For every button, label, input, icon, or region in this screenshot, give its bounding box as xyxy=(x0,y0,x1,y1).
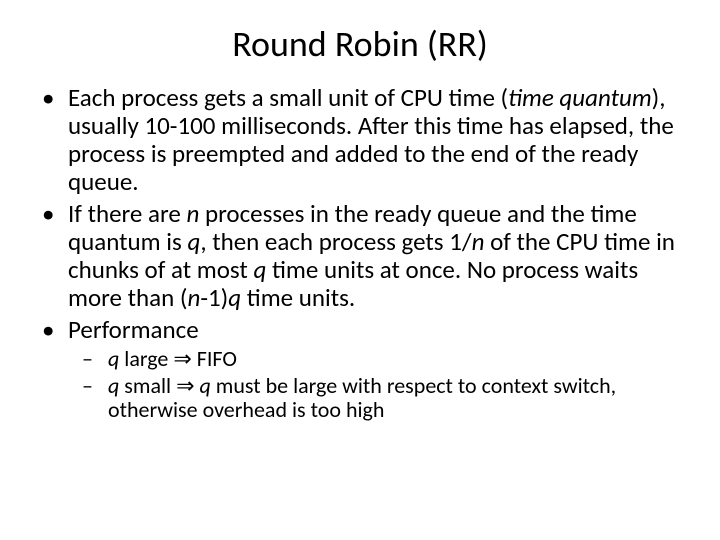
implies-icon: ⇒ xyxy=(173,346,191,371)
bullet-2-t3: , then each process gets 1/ xyxy=(200,226,471,257)
slide-title: Round Robin (RR) xyxy=(30,22,690,66)
sub-bullet-1: q large ⇒ FIFO xyxy=(102,347,690,372)
sub-bullet-list: q large ⇒ FIFO q small ⇒ q must be large… xyxy=(68,347,690,423)
bullet-2-i6: q xyxy=(228,282,241,313)
bullet-list: Each process gets a small unit of CPU ti… xyxy=(30,84,690,423)
bullet-1: Each process gets a small unit of CPU ti… xyxy=(60,84,690,196)
bullet-2-i3: n xyxy=(472,226,485,257)
sub1-t1: large xyxy=(119,345,173,372)
sub1-t2: FIFO xyxy=(192,345,237,372)
bullet-2-i4: q xyxy=(253,254,266,285)
bullet-2-i1: n xyxy=(186,198,199,229)
bullet-3-label: Performance xyxy=(68,314,199,345)
sub2-i1: q xyxy=(108,372,119,399)
bullet-2-i2: q xyxy=(187,226,200,257)
bullet-3: Performance q large ⇒ FIFO q small ⇒ q m… xyxy=(60,316,690,423)
bullet-1-text-pre: Each process gets a small unit of CPU ti… xyxy=(68,82,508,113)
bullet-2-t1: If there are xyxy=(68,198,186,229)
bullet-2-i5: n xyxy=(187,282,200,313)
bullet-2-t7: time units. xyxy=(241,282,355,313)
bullet-2-t6: -1) xyxy=(200,282,228,313)
sub-bullet-2: q small ⇒ q must be large with respect t… xyxy=(102,374,690,423)
sub1-i1: q xyxy=(108,345,119,372)
sub2-t1: small xyxy=(119,372,176,399)
bullet-1-italic: time quantum xyxy=(508,82,651,113)
bullet-2: If there are n processes in the ready qu… xyxy=(60,200,690,312)
implies-icon: ⇒ xyxy=(176,373,194,398)
sub2-i2: q xyxy=(200,372,211,399)
slide: Round Robin (RR) Each process gets a sma… xyxy=(0,0,720,540)
